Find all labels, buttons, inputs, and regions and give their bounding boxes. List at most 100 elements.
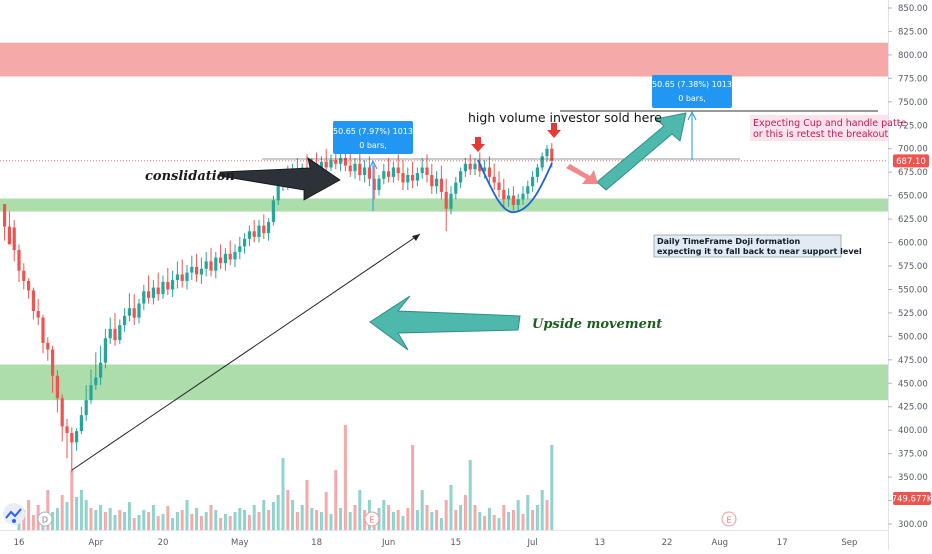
dividend-marker[interactable]: D [37,511,53,527]
volume-bar [348,512,352,530]
x-tick-label: Apr [88,538,103,548]
candle [267,218,271,241]
consolidation-annotation: conslidation [145,169,235,184]
candle [372,165,376,200]
cup-handle-note[interactable]: Expecting Cup and handle patte or this i… [750,115,906,141]
candle-body [435,178,439,187]
candle-body [257,225,261,237]
candle-body [358,163,362,175]
candle [435,171,439,194]
candle [55,370,59,413]
candle-body [89,385,93,401]
candle-body [468,163,472,170]
volume-bar [142,510,146,530]
volume-bar [214,510,218,530]
earnings-marker-jun[interactable]: E [364,511,380,527]
measure-label-1[interactable]: 50.65 (7.97%) 1013 0 bars, [333,121,413,154]
volume-bar [291,500,295,530]
measure-label-2[interactable]: 50.65 (7.38%) 1013 0 bars, [652,75,732,108]
candle-body [132,308,136,318]
candle-body [473,163,477,170]
candle-body [84,400,88,416]
candle [526,180,530,200]
candle [185,265,189,290]
candle-body [425,167,429,175]
candle-body [334,159,338,164]
candle [127,293,131,322]
volume-bar [257,512,261,530]
candle-body [137,303,141,318]
candle-body [545,148,549,157]
volume-tag: 749.677K [892,492,932,505]
volume-bar [391,512,395,530]
candle [118,319,122,344]
candle [142,284,146,311]
candle [521,186,525,206]
volume-bar [329,514,333,530]
zone-support-lower [0,364,888,401]
y-tick-label: 300.00 [898,520,928,530]
volume-bar [137,515,141,530]
x-tick-label: May [231,538,249,548]
candle [420,158,424,179]
candle-body [22,270,26,282]
volume-bar [358,490,362,530]
sell-marker-1 [471,137,485,152]
candle-body [151,287,155,298]
volume-bar [252,505,256,530]
candle-body [507,195,511,200]
earnings-marker-aug[interactable]: E [721,511,737,527]
candle-body [94,377,98,386]
candle-body [478,163,482,172]
volume-bar [243,510,247,530]
candle [425,154,429,183]
x-tick-label: 13 [594,538,605,548]
volume-bar [516,500,520,530]
candle [531,171,535,192]
candle [60,394,64,442]
candle [406,167,410,191]
candle-body [219,257,223,264]
volume-bar [27,500,31,530]
candle-body [420,167,424,174]
volume-bar [420,490,424,530]
candle-body [387,171,391,177]
volume-bar [123,512,127,530]
candle-body [372,178,376,191]
candle [3,204,7,241]
candle [387,158,391,183]
doji-note[interactable]: Daily TimeFrame Doji formation expecting… [653,234,862,258]
y-tick-label: 725.00 [898,121,928,131]
volume-bar [276,495,280,530]
volume-bar [22,510,26,530]
candle [415,167,419,187]
measure-label-2-bars: 0 bars, [678,94,706,103]
y-tick-label: 350.00 [898,473,928,483]
volume-bar [463,495,467,530]
candle-body [449,193,453,209]
volume-bar [199,516,203,530]
volume-bar [300,505,304,530]
y-tick-label: 550.00 [898,285,928,295]
volume-bar [435,510,439,530]
volume-bar [483,516,487,530]
candle-body [156,287,160,295]
volume-bar [51,512,55,530]
candle-body [99,362,103,378]
candle-body [185,272,189,282]
y-tick-label: 775.00 [898,74,928,84]
volume-bar [166,506,170,530]
volume-bar [89,508,93,530]
candle-body [497,182,501,191]
y-tick-label: 825.00 [898,27,928,37]
candle-body [12,227,16,251]
candle [233,244,237,267]
candle [70,427,74,473]
candle [535,163,539,183]
candle [17,244,21,282]
volume-bar [411,445,415,530]
candle-body [199,268,203,275]
candle [329,154,333,172]
